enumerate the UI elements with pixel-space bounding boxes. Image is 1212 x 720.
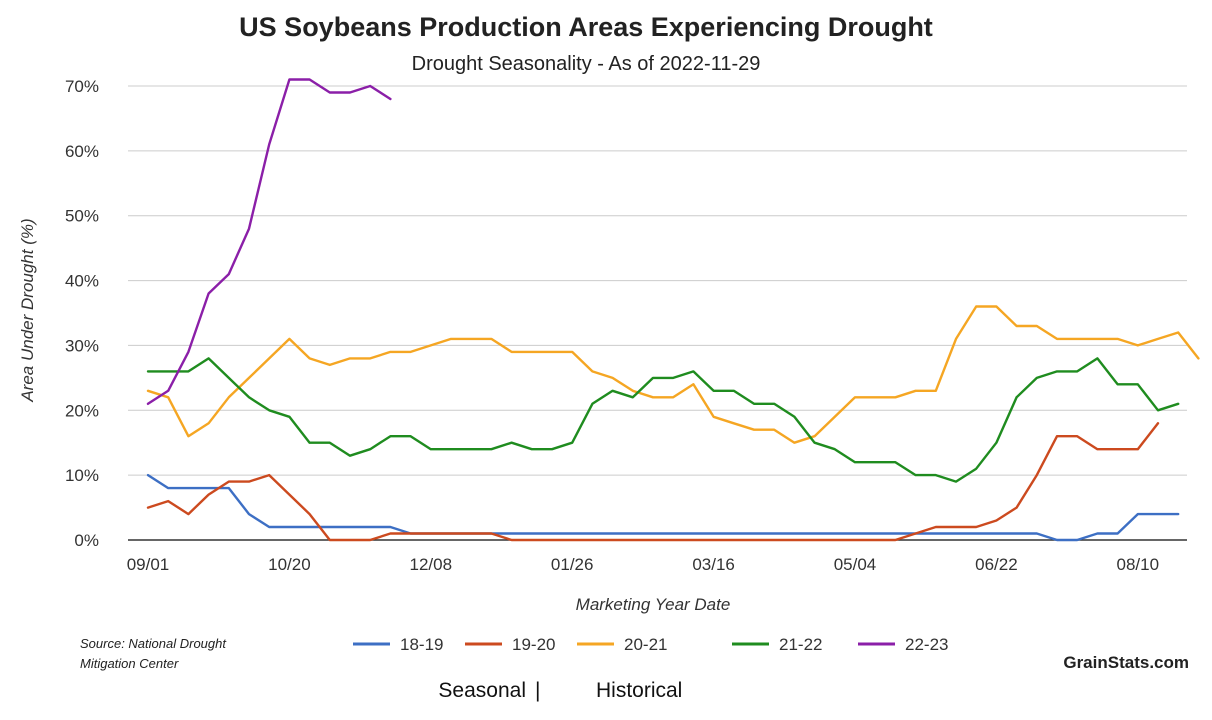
x-tick-label: 05/04	[834, 555, 877, 574]
y-tick-label: 10%	[65, 466, 99, 485]
legend-label-18-19: 18-19	[400, 635, 443, 654]
series-lines	[146, 78, 1200, 542]
y-tick-label: 20%	[65, 401, 99, 420]
y-axis-ticks: 0% 10% 20% 30% 40% 50% 60% 70%	[65, 77, 99, 550]
legend-label-21-22: 21-22	[779, 635, 822, 654]
x-tick-label: 09/01	[127, 555, 170, 574]
x-tick-label: 10/20	[268, 555, 311, 574]
y-tick-label: 30%	[65, 336, 99, 355]
chart-title: US Soybeans Production Areas Experiencin…	[239, 12, 933, 42]
y-axis-label: Area Under Drought (%)	[18, 218, 37, 402]
series-line-19-20	[146, 422, 1160, 542]
x-tick-label: 03/16	[692, 555, 735, 574]
y-tick-label: 0%	[74, 531, 99, 550]
legend: 18-19 19-20 20-21 21-22 22-23	[353, 635, 948, 654]
y-tick-label: 60%	[65, 142, 99, 161]
x-tick-label: 08/10	[1117, 555, 1160, 574]
x-tick-label: 12/08	[410, 555, 453, 574]
x-tick-label: 06/22	[975, 555, 1018, 574]
y-tick-label: 70%	[65, 77, 99, 96]
y-tick-label: 50%	[65, 207, 99, 226]
legend-label-19-20: 19-20	[512, 635, 555, 654]
seasonal-link[interactable]: Seasonal	[438, 679, 526, 702]
grid-layer	[128, 85, 1187, 541]
source-line-1: Source: National Drought	[80, 636, 227, 651]
x-axis-label: Marketing Year Date	[576, 595, 731, 614]
series-line-21-22	[146, 357, 1180, 483]
nav-separator: |	[535, 679, 540, 702]
x-tick-label: 01/26	[551, 555, 594, 574]
series-line-20-21	[146, 305, 1200, 444]
legend-label-22-23: 22-23	[905, 635, 948, 654]
legend-label-20-21: 20-21	[624, 635, 667, 654]
historical-link[interactable]: Historical	[596, 679, 682, 702]
brand-label: GrainStats.com	[1063, 653, 1189, 672]
y-tick-label: 40%	[65, 272, 99, 291]
chart-subtitle: Drought Seasonality - As of 2022-11-29	[412, 53, 761, 75]
x-axis-ticks: 09/01 10/20 12/08 01/26 03/16 05/04 06/22 08/10	[127, 555, 1159, 574]
series-line-22-23	[146, 78, 392, 405]
source-line-2: Mitigation Center	[80, 656, 179, 671]
